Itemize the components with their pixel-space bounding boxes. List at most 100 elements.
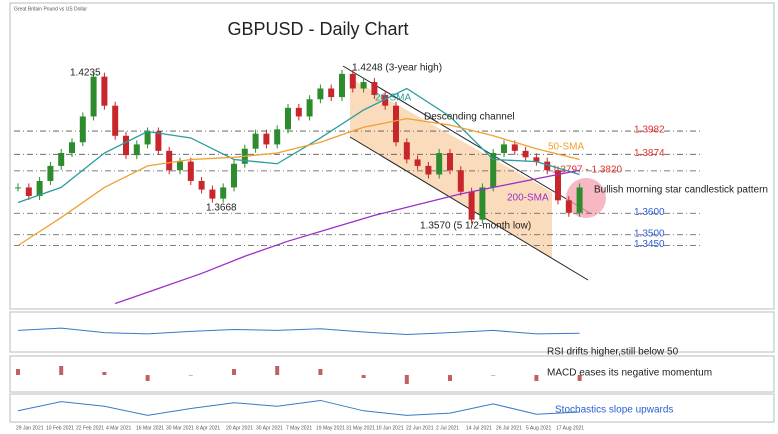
instrument: Great Britain Pound vs US Dollar <box>14 6 87 12</box>
macd-bar <box>232 369 236 375</box>
x-tick-label: 5 Aug 2021 <box>526 425 552 431</box>
candle <box>328 88 335 98</box>
macd-bar <box>188 375 193 376</box>
x-tick-label: 22 Feb 2021 <box>76 425 104 431</box>
x-tick-label: 29 Jan 2021 <box>16 425 44 431</box>
candle <box>187 161 194 181</box>
sma-line <box>17 117 580 247</box>
pattern-highlight <box>566 178 606 218</box>
candle <box>144 131 151 145</box>
candle <box>231 163 237 188</box>
level-label: 1.3797 - 1.3820 <box>552 165 622 176</box>
candle <box>349 73 356 89</box>
level-label: 1.3450 <box>634 239 665 250</box>
candle <box>414 159 421 166</box>
candle <box>133 144 140 156</box>
legend-label: 20-SMA <box>375 93 411 104</box>
level-label: 1.3982 <box>634 125 665 136</box>
x-tick-label: 10 Jun 2021 <box>376 425 404 431</box>
legend-label: 50-SMA <box>548 142 584 153</box>
x-tick-label: 30 Mar 2021 <box>166 425 194 431</box>
annotation: 1.4248 (3-year high) <box>352 63 442 74</box>
candle <box>436 153 443 175</box>
candle <box>511 144 518 151</box>
chart-title: GBPUSD - Daily Chart <box>227 19 408 39</box>
stoch-panel <box>9 393 775 423</box>
x-tick-label: 30 Apr 2021 <box>256 425 283 431</box>
candle <box>123 135 129 156</box>
candle <box>79 116 86 143</box>
candle <box>360 82 367 89</box>
candle <box>382 94 389 106</box>
macd-panel <box>9 355 775 393</box>
x-tick-label: 22 Jun 2021 <box>406 425 434 431</box>
macd-bar <box>491 375 496 376</box>
x-tick-label: 16 Mar 2021 <box>136 425 164 431</box>
x-tick-label: 20 Apr 2021 <box>226 425 253 431</box>
candle <box>90 76 97 117</box>
candle <box>166 150 173 171</box>
annotation: Descending channel <box>424 112 515 123</box>
rsi-caption: RSI drifts higher,still below 50 <box>547 347 679 358</box>
x-tick-label: 4 Mar 2021 <box>106 425 132 431</box>
stochastics-line <box>17 399 580 416</box>
sma-line <box>17 87 580 204</box>
candle <box>339 73 345 98</box>
macd-bar <box>404 375 409 384</box>
candle <box>36 180 43 197</box>
candle <box>371 82 378 95</box>
candle <box>198 180 205 190</box>
level-label: 1.3874 <box>634 148 665 159</box>
annotation: 1.4235 <box>70 68 101 79</box>
x-tick-label: 17 Aug 2021 <box>556 425 584 431</box>
macd-bar <box>59 366 64 375</box>
candle <box>490 153 497 188</box>
x-tick-label: 7 May 2021 <box>286 425 312 431</box>
level-label: 1.3500 <box>634 228 665 239</box>
macd-bar <box>318 369 323 375</box>
candle <box>101 76 108 106</box>
candle <box>306 99 313 117</box>
macd-bar <box>534 375 539 381</box>
x-tick-label: 8 Apr 2021 <box>196 425 220 431</box>
candle <box>177 161 183 171</box>
level-label: 1.3600 <box>634 207 665 218</box>
candle <box>501 144 507 154</box>
macd-bar <box>577 375 582 381</box>
macd-caption: MACD eases its negative momentum <box>547 368 712 379</box>
candle <box>544 161 551 171</box>
candle <box>447 153 453 171</box>
annotation: 1.3570 (5 1/2-month low) <box>420 221 531 232</box>
candle <box>565 200 572 213</box>
macd-bar <box>448 375 452 381</box>
candle <box>209 189 216 199</box>
candle <box>274 129 281 145</box>
rsi-panel <box>9 311 775 353</box>
candle <box>533 157 540 162</box>
x-tick-label: 2 Jul 2021 <box>436 425 459 431</box>
candle <box>285 107 291 130</box>
annotation: 1.3668 <box>206 203 237 214</box>
candle <box>522 150 529 158</box>
macd-bar <box>145 375 150 381</box>
channel-upper <box>342 65 591 214</box>
macd-bar <box>16 369 20 375</box>
candle <box>317 88 324 100</box>
candle <box>425 165 432 175</box>
x-tick-label: 14 Jul 2021 <box>466 425 492 431</box>
candle <box>69 142 75 154</box>
candle <box>468 191 475 220</box>
x-tick-label: 10 Feb 2021 <box>46 425 74 431</box>
x-tick-label: 31 May 2021 <box>346 425 375 431</box>
x-tick-label: 26 Jul 2021 <box>496 425 522 431</box>
sma-line <box>114 169 580 305</box>
candle <box>47 165 54 181</box>
candle <box>576 187 583 213</box>
candle <box>457 170 464 192</box>
candle <box>479 187 486 220</box>
macd-bar <box>102 372 107 375</box>
candle <box>263 133 270 145</box>
candle <box>555 170 561 201</box>
candle <box>25 187 32 197</box>
candle <box>112 105 119 136</box>
